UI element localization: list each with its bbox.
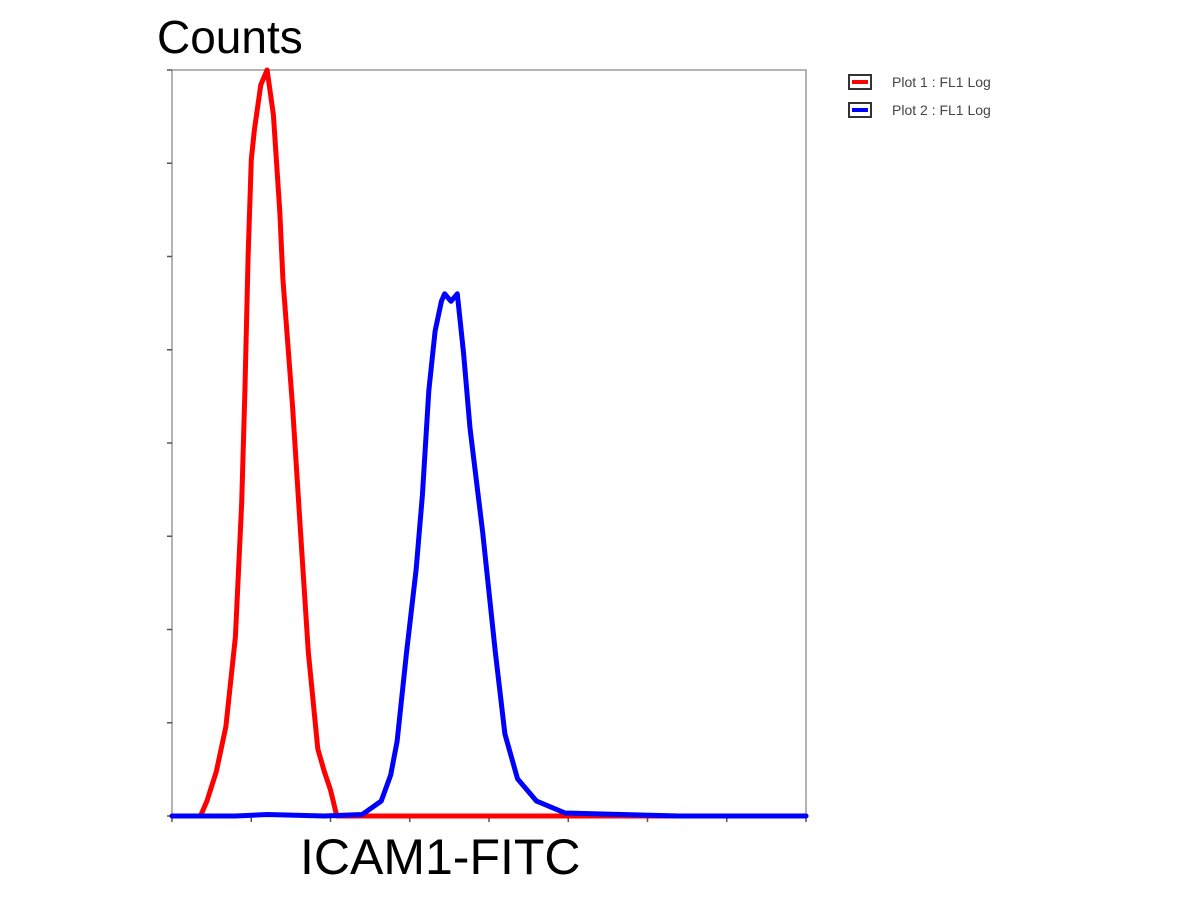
plot-frame bbox=[171, 69, 807, 817]
legend-item-plot-2: Plot 2 : FL1 Log bbox=[848, 96, 991, 124]
x-axis-label: ICAM1-FITC bbox=[300, 829, 581, 885]
series-line-1 bbox=[169, 67, 809, 819]
legend-swatch-plot-1 bbox=[848, 74, 872, 90]
legend-label-plot-1: Plot 1 : FL1 Log bbox=[892, 74, 991, 90]
legend-swatch-plot-2 bbox=[848, 102, 872, 118]
legend-item-plot-1: Plot 1 : FL1 Log bbox=[848, 68, 991, 96]
series-line-2 bbox=[169, 291, 809, 819]
legend: Plot 1 : FL1 Log Plot 2 : FL1 Log bbox=[848, 68, 991, 124]
y-axis-label: Counts bbox=[157, 11, 303, 63]
legend-label-plot-2: Plot 2 : FL1 Log bbox=[892, 102, 991, 118]
